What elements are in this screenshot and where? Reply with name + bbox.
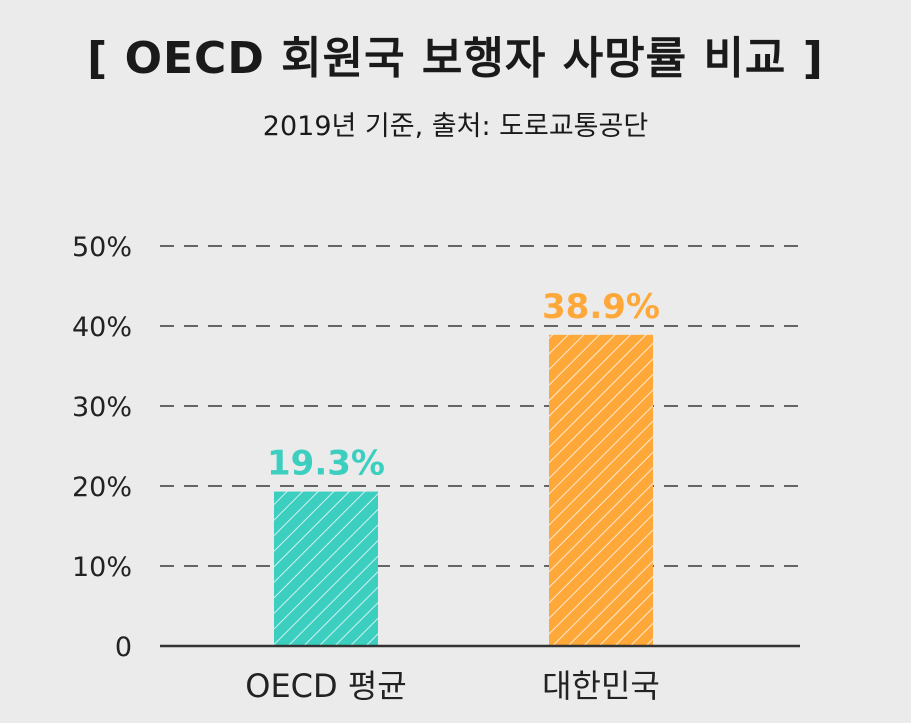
category-label: OECD 평균: [245, 667, 406, 705]
category-label: 대한민국: [542, 667, 660, 705]
y-tick-label: 30%: [72, 392, 132, 423]
chart-subtitle: 2019년 기준, 출처: 도로교통공단: [262, 111, 649, 142]
chart-title: [ OECD 회원국 보행자 사망률 비교 ]: [87, 33, 824, 84]
y-tick-label: 50%: [72, 232, 132, 263]
y-tick-label: 10%: [72, 552, 132, 583]
bar: [274, 491, 378, 646]
y-tick-label: 0: [115, 632, 132, 663]
data-label: 19.3%: [267, 444, 385, 484]
y-tick-label: 40%: [72, 312, 132, 343]
bar: [549, 334, 653, 646]
y-tick-label: 20%: [72, 472, 132, 503]
data-label: 38.9%: [542, 287, 660, 327]
